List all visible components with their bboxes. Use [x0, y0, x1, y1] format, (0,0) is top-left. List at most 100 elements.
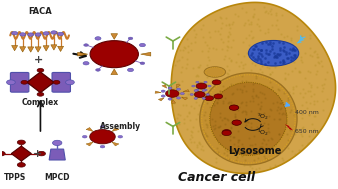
Point — [298, 35, 303, 38]
Point — [201, 129, 206, 132]
Point — [215, 98, 220, 101]
Point — [260, 65, 265, 68]
Point — [270, 146, 275, 149]
Point — [257, 106, 262, 109]
Point — [280, 49, 285, 52]
Point — [217, 115, 223, 118]
Point — [219, 119, 224, 122]
Point — [203, 123, 209, 126]
Point — [286, 114, 291, 117]
Point — [283, 121, 288, 124]
Point — [196, 66, 201, 69]
Point — [285, 132, 290, 135]
Point — [215, 120, 221, 123]
Point — [221, 112, 226, 115]
Point — [256, 78, 261, 81]
Circle shape — [128, 37, 133, 40]
Point — [196, 104, 201, 107]
Point — [277, 108, 282, 112]
Point — [276, 102, 282, 105]
Point — [213, 47, 218, 50]
Point — [281, 132, 286, 135]
Point — [282, 49, 287, 52]
Point — [204, 133, 209, 136]
Point — [299, 60, 305, 63]
Point — [293, 48, 298, 51]
Point — [239, 101, 244, 104]
Point — [291, 53, 296, 56]
Point — [190, 125, 195, 128]
Point — [239, 149, 244, 152]
Point — [257, 145, 263, 148]
Point — [206, 30, 211, 33]
Point — [203, 40, 208, 43]
Point — [250, 16, 256, 19]
Point — [236, 149, 241, 152]
Circle shape — [194, 90, 197, 91]
Point — [218, 100, 224, 103]
Point — [196, 65, 201, 68]
Point — [202, 94, 207, 98]
Point — [233, 61, 238, 64]
Point — [236, 115, 242, 118]
Point — [235, 159, 241, 162]
Point — [210, 125, 216, 128]
Point — [308, 70, 313, 74]
Point — [280, 61, 286, 64]
Point — [285, 122, 290, 125]
Circle shape — [196, 81, 199, 83]
Point — [242, 146, 248, 149]
Point — [234, 133, 239, 136]
Point — [228, 121, 233, 124]
Point — [285, 72, 291, 75]
Point — [321, 82, 327, 85]
Point — [175, 60, 180, 63]
Point — [290, 47, 295, 50]
Point — [254, 73, 259, 76]
Point — [308, 47, 313, 50]
Point — [195, 75, 200, 78]
Ellipse shape — [248, 40, 299, 66]
Point — [285, 56, 291, 59]
Ellipse shape — [204, 67, 225, 77]
Point — [248, 29, 253, 32]
Point — [249, 167, 255, 170]
Point — [217, 123, 222, 126]
Polygon shape — [155, 91, 161, 93]
Polygon shape — [11, 146, 31, 161]
Point — [217, 126, 222, 129]
FancyBboxPatch shape — [52, 72, 70, 92]
Point — [271, 136, 276, 139]
Point — [185, 93, 191, 96]
Circle shape — [100, 145, 105, 148]
Point — [267, 114, 272, 117]
Point — [231, 39, 236, 42]
Point — [233, 159, 239, 162]
Point — [207, 106, 213, 109]
Point — [278, 125, 284, 129]
Point — [238, 102, 243, 105]
Point — [246, 148, 251, 151]
Polygon shape — [78, 52, 88, 56]
Point — [212, 126, 217, 129]
Polygon shape — [49, 149, 65, 160]
Point — [249, 109, 254, 112]
Point — [244, 119, 249, 122]
Point — [256, 152, 261, 155]
Point — [267, 130, 272, 133]
Point — [243, 82, 248, 85]
Point — [312, 99, 317, 102]
Point — [237, 65, 242, 68]
Circle shape — [204, 81, 207, 83]
Circle shape — [83, 62, 89, 65]
Point — [281, 126, 286, 129]
Point — [247, 120, 252, 123]
Point — [230, 91, 236, 94]
Circle shape — [196, 83, 207, 89]
Point — [212, 67, 217, 70]
Point — [255, 17, 261, 20]
Point — [236, 140, 241, 143]
Point — [281, 48, 286, 51]
Point — [228, 100, 233, 103]
Point — [274, 108, 280, 111]
